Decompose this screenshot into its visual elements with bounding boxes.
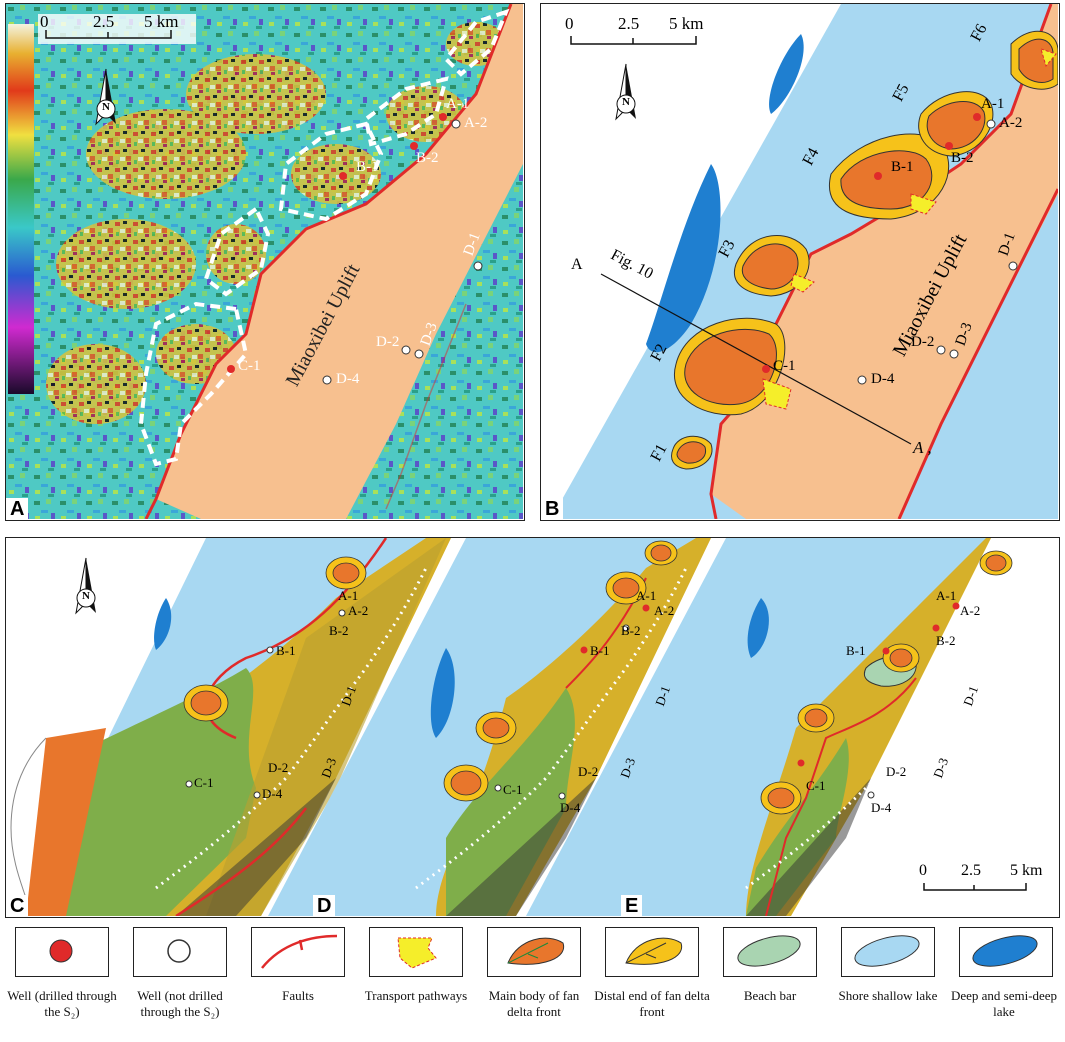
- deep-lake: [646, 164, 721, 353]
- paleogeographic-block-maps: [6, 538, 1058, 917]
- north-arrow-icon: [75, 557, 96, 615]
- well-c-a2-label: A-2: [348, 603, 369, 618]
- well-e-d4-label: D-4: [871, 800, 892, 815]
- fault-line: [709, 4, 1053, 520]
- high-amplitude-zones: [46, 22, 506, 424]
- north-arrow-icon: [615, 63, 636, 121]
- well-c1-label: C-1: [773, 358, 796, 374]
- well-d-b1-label: B-1: [590, 643, 610, 658]
- legend-label-fan-main: Main body of fan delta front: [488, 988, 580, 1019]
- well-e-d2-label: D-2: [886, 764, 907, 779]
- well-c-b2-label: B-2: [329, 623, 349, 638]
- scale-mid: 2.5: [93, 12, 115, 31]
- panel-cde: N 0 2.5 5 km A-1 A-2 B-2 B-1 C-1 D-2 D-4…: [5, 537, 1060, 918]
- legend-swatch-faults: [251, 927, 345, 977]
- well-c-a1-label: A-1: [338, 588, 359, 603]
- well-a2-label: A-2: [999, 115, 1023, 131]
- well-a2-label: A-2: [464, 115, 488, 131]
- well-d4-label: D-4: [336, 371, 360, 387]
- well-a1-label: A-1: [446, 96, 470, 112]
- interpretation-map: [541, 4, 1059, 520]
- well-e-a1-label: A-1: [936, 588, 957, 603]
- well-e-b2-label: B-2: [936, 633, 956, 648]
- legend-swatch-fan-distal: [605, 927, 699, 977]
- well-d-a2-label: A-2: [654, 603, 675, 618]
- well-e-c1-label: C-1: [806, 778, 826, 793]
- well-c-c1-label: C-1: [194, 775, 214, 790]
- panel-label-a: A: [6, 498, 29, 520]
- legend-swatch-beach-bar: [723, 927, 817, 977]
- wells: [762, 113, 1018, 385]
- scale-bar: [38, 14, 196, 44]
- well-b2-label: B-2: [416, 150, 439, 166]
- section-end-label: A ,: [913, 438, 932, 457]
- well-d-a1-label: A-1: [636, 588, 657, 603]
- well-c1-label: C-1: [238, 358, 261, 374]
- scale-bar: [923, 883, 1027, 891]
- panel-a: 0 2.5 5 km N A-1 A-2 B-1 B-2 C-1 D-1 D-2…: [5, 3, 525, 521]
- legend-label-fan-distal: Distal end of fan delta front: [594, 988, 710, 1019]
- north-label: N: [622, 96, 630, 108]
- scale-mid-e: 2.5: [961, 862, 981, 879]
- section-line: [600, 273, 912, 445]
- wells: [185, 602, 960, 800]
- well-e-a2-label: A-2: [960, 603, 981, 618]
- well-e-b1-label: B-1: [846, 643, 866, 658]
- legend-swatch-fan-main: [487, 927, 581, 977]
- well-c-b1-label: B-1: [276, 643, 296, 658]
- north-label: N: [102, 101, 110, 113]
- well-d-c1-label: C-1: [503, 782, 523, 797]
- legend-label-beach-bar: Beach bar: [743, 988, 797, 1003]
- well-d-b2-label: B-2: [621, 623, 641, 638]
- fault-line: [144, 4, 513, 520]
- scale-end-e: 5 km: [1010, 862, 1043, 879]
- legend-label-well-drilled: Well (drilled through the S₂): [7, 988, 117, 1019]
- fan-deltas: [671, 30, 1059, 470]
- section-start-label: A: [571, 256, 583, 273]
- wells: [227, 113, 483, 385]
- scale-end: 5 km: [144, 12, 179, 31]
- well-c-d4-label: D-4: [262, 786, 283, 801]
- legend-label-transport: Transport pathways: [364, 988, 468, 1003]
- north-label: N: [82, 590, 90, 602]
- scale-zero: 0: [40, 12, 49, 31]
- scale-bar: [570, 36, 697, 45]
- legend-swatch-shallow-lake: [841, 927, 935, 977]
- well-a1-label: A-1: [981, 96, 1005, 112]
- panel-label-e: E: [621, 895, 643, 917]
- well-d-d4-label: D-4: [560, 800, 581, 815]
- well-c-d2-label: D-2: [268, 760, 289, 775]
- seismic-attribute-map: [6, 4, 523, 520]
- legend-swatch-deep-lake: [959, 927, 1053, 977]
- well-b1-label: B-1: [891, 159, 914, 175]
- scale-end: 5 km: [669, 14, 704, 33]
- fan-outlines: [138, 8, 510, 467]
- well-d4-label: D-4: [871, 371, 895, 387]
- scale-mid: 2.5: [618, 14, 640, 33]
- legend-label-faults: Faults: [282, 988, 314, 1003]
- legend-swatch-transport: [369, 927, 463, 977]
- legend-swatch-well-not-drilled: [133, 927, 227, 977]
- panel-label-d: D: [313, 895, 336, 917]
- amplitude-color-bar: [8, 24, 34, 394]
- legend-label-well-not-drilled: Well (not drilled through the S₂): [137, 988, 223, 1019]
- panel-b: 0 2.5 5 km N F1 F2 F3 F4 F5 F6 Fig. 10 A…: [540, 3, 1060, 521]
- panel-label-b: B: [541, 498, 564, 520]
- scale-zero-e: 0: [919, 862, 927, 879]
- legend-swatch-well-drilled: [15, 927, 109, 977]
- well-d-d2-label: D-2: [578, 764, 599, 779]
- uplift-area: [156, 4, 523, 519]
- uplift-area: [711, 4, 1058, 519]
- legend-label-shallow-lake: Shore shallow lake: [838, 988, 938, 1003]
- north-arrow-icon: [95, 68, 116, 126]
- well-d2-label: D-2: [376, 334, 400, 350]
- well-d2-label: D-2: [911, 334, 935, 350]
- well-b2-label: B-2: [951, 150, 974, 166]
- panel-label-c: C: [6, 895, 29, 917]
- well-b1-label: B-1: [356, 159, 379, 175]
- scale-zero: 0: [565, 14, 574, 33]
- legend-label-deep-lake: Deep and semi-deep lake: [950, 988, 1058, 1019]
